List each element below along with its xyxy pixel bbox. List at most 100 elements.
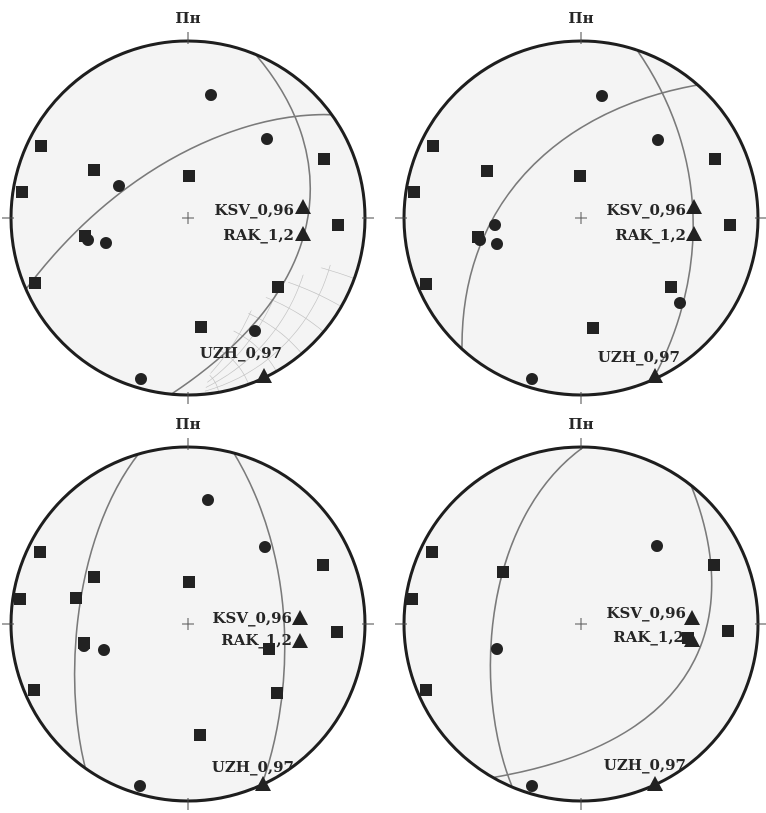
circle-marker: [113, 180, 125, 192]
nodal-plane-2: [489, 477, 713, 779]
net-small-circle: [199, 366, 220, 393]
stereonet-panel-bottom-right: Пн KSV_0,96 RAK_1,2 UZH_0,97: [395, 415, 766, 810]
station-triangle-rak: [295, 226, 311, 241]
square-marker: [317, 559, 329, 571]
circle-marker: [491, 643, 503, 655]
square-marker: [16, 186, 28, 198]
square-marker: [35, 140, 47, 152]
circle-marker: [596, 90, 608, 102]
circle-marker: [249, 325, 261, 337]
square-marker: [88, 571, 100, 583]
station-triangle-ksv: [684, 610, 700, 625]
station-label-ksv: KSV_0,96: [606, 604, 686, 622]
circle-marker: [98, 644, 110, 656]
station-label-rak: RAK_1,2: [615, 226, 686, 244]
north-label: Пн: [568, 415, 593, 433]
square-marker: [70, 592, 82, 604]
square-marker: [420, 278, 432, 290]
square-marker: [194, 729, 206, 741]
square-marker: [263, 643, 275, 655]
data-markers: [406, 540, 734, 792]
square-marker: [183, 576, 195, 588]
stereonet-panel-bottom-left: Пн KSV_0,96 RAK_1,2 UZH_0,97: [2, 415, 374, 810]
station-label-rak: RAK_1,2: [613, 628, 684, 646]
square-marker: [28, 684, 40, 696]
circle-marker: [100, 237, 112, 249]
square-marker: [195, 321, 207, 333]
station-label-ksv: KSV_0,96: [214, 201, 294, 219]
station-triangle-uzh: [647, 368, 663, 383]
nodal-plane-1: [73, 451, 141, 791]
station-label-uzh: UZH_0,97: [200, 344, 282, 362]
data-markers: [408, 90, 736, 385]
station-label-rak: RAK_1,2: [221, 631, 292, 649]
nodal-plane-2: [169, 54, 312, 395]
station-label-ksv: KSV_0,96: [606, 201, 686, 219]
axis-ticks: [2, 438, 374, 810]
circle-marker: [652, 134, 664, 146]
center-cross: [182, 618, 194, 630]
circle-marker: [526, 373, 538, 385]
station-label-uzh: UZH_0,97: [604, 756, 686, 774]
circle-marker: [489, 219, 501, 231]
square-marker: [472, 231, 484, 243]
station-label-uzh: UZH_0,97: [598, 348, 680, 366]
axis-ticks: [395, 32, 766, 404]
square-marker: [708, 559, 720, 571]
nodal-plane-2: [231, 449, 286, 796]
station-triangle-rak: [684, 632, 700, 647]
data-markers: [16, 89, 344, 385]
north-label: Пн: [175, 415, 200, 433]
square-marker: [426, 546, 438, 558]
center-cross: [575, 212, 587, 224]
square-marker: [587, 322, 599, 334]
square-marker: [78, 637, 90, 649]
center-cross: [575, 618, 587, 630]
circle-marker: [205, 89, 217, 101]
circle-marker: [134, 780, 146, 792]
square-marker: [406, 593, 418, 605]
square-marker: [34, 546, 46, 558]
square-marker: [271, 687, 283, 699]
net-small-circle: [199, 341, 249, 385]
square-marker: [481, 165, 493, 177]
nodal-plane-1: [461, 79, 741, 351]
circle-marker: [491, 238, 503, 250]
station-label-ksv: KSV_0,96: [212, 609, 292, 627]
stereonet-panel-top-left: Пн KSV_0,96 RAK_1,2 UZH_0,97: [2, 9, 374, 404]
station-triangle-uzh: [256, 368, 272, 383]
station-triangle-ksv: [686, 199, 702, 214]
station-triangle-ksv: [292, 610, 308, 625]
square-marker: [332, 219, 344, 231]
station-triangle-uzh: [647, 776, 663, 791]
circle-marker: [202, 494, 214, 506]
north-label: Пн: [568, 9, 593, 27]
square-marker: [272, 281, 284, 293]
square-marker: [183, 170, 195, 182]
north-label: Пн: [175, 9, 200, 27]
circle-marker: [674, 297, 686, 309]
square-marker: [88, 164, 100, 176]
square-marker: [574, 170, 586, 182]
nodal-planes: [73, 449, 286, 796]
station-triangle-rak: [292, 633, 308, 648]
square-marker: [318, 153, 330, 165]
square-marker: [427, 140, 439, 152]
net-small-circle: [199, 300, 303, 354]
square-marker: [420, 684, 432, 696]
square-marker: [709, 153, 721, 165]
circle-marker: [526, 780, 538, 792]
net-small-circle: [199, 319, 277, 372]
nodal-planes: [489, 447, 713, 801]
square-marker: [29, 277, 41, 289]
square-marker: [497, 566, 509, 578]
axis-ticks: [2, 32, 374, 404]
square-marker: [665, 281, 677, 293]
station-label-rak: RAK_1,2: [223, 226, 294, 244]
stereonet-panel-top-right: Пн KSV_0,96 RAK_1,2 UZH_0,97: [395, 9, 766, 404]
data-markers: [14, 494, 343, 792]
circle-marker: [261, 133, 273, 145]
nodal-plane-1: [489, 447, 586, 801]
station-label-uzh: UZH_0,97: [212, 758, 294, 776]
station-triangle-uzh: [255, 776, 271, 791]
